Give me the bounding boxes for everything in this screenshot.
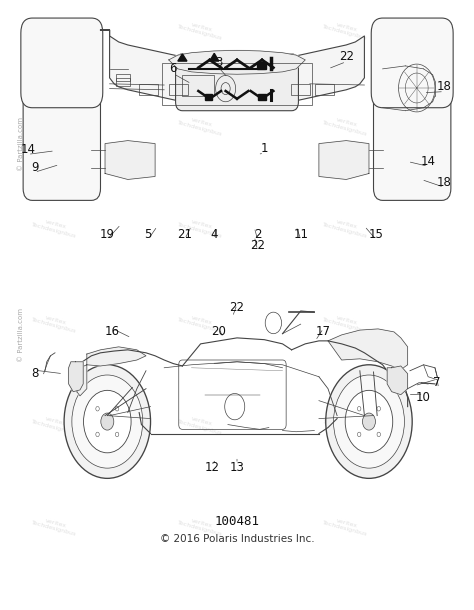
Text: 21: 21	[177, 228, 192, 241]
Text: veritex
Techdesignbus: veritex Techdesignbus	[177, 515, 224, 537]
Text: 15: 15	[368, 228, 383, 241]
Text: veritex
Techdesignbus: veritex Techdesignbus	[177, 19, 224, 41]
Circle shape	[363, 413, 375, 430]
Text: veritex
Techdesignbus: veritex Techdesignbus	[322, 115, 370, 137]
Bar	[258, 94, 266, 100]
Text: 9: 9	[31, 161, 38, 174]
FancyBboxPatch shape	[371, 18, 453, 108]
Bar	[205, 94, 212, 100]
Circle shape	[72, 375, 143, 468]
Text: 2: 2	[254, 228, 261, 241]
Circle shape	[96, 406, 99, 411]
Text: 13: 13	[229, 461, 245, 474]
Text: veritex
Techdesignbus: veritex Techdesignbus	[31, 312, 79, 334]
Polygon shape	[100, 30, 365, 106]
Text: 7: 7	[433, 376, 441, 389]
Text: 4: 4	[210, 228, 218, 241]
Circle shape	[96, 432, 99, 437]
Circle shape	[64, 365, 151, 478]
Text: 10: 10	[416, 391, 431, 404]
Text: 8: 8	[31, 367, 38, 380]
Text: 18: 18	[437, 81, 451, 93]
Polygon shape	[319, 141, 369, 179]
Circle shape	[101, 413, 114, 430]
Text: 1: 1	[261, 142, 268, 155]
Circle shape	[357, 432, 361, 437]
FancyBboxPatch shape	[374, 81, 451, 201]
Text: © Partzilla.com: © Partzilla.com	[18, 117, 24, 171]
Text: 22: 22	[229, 301, 245, 315]
Text: veritex
Techdesignbus: veritex Techdesignbus	[31, 115, 79, 137]
Circle shape	[334, 375, 404, 468]
Text: © Partzilla.com: © Partzilla.com	[18, 308, 24, 362]
Polygon shape	[178, 54, 187, 61]
Text: veritex
Techdesignbus: veritex Techdesignbus	[31, 414, 79, 436]
Text: 22: 22	[250, 239, 265, 252]
Polygon shape	[210, 53, 219, 61]
Polygon shape	[328, 329, 408, 370]
Text: 12: 12	[204, 461, 219, 474]
Text: veritex
Techdesignbus: veritex Techdesignbus	[177, 216, 224, 239]
Circle shape	[115, 432, 119, 437]
Bar	[169, 84, 188, 95]
Text: 16: 16	[104, 325, 119, 339]
Text: 22: 22	[339, 51, 354, 63]
Circle shape	[377, 432, 381, 437]
Bar	[117, 74, 130, 81]
Text: © 2016 Polaris Industries Inc.: © 2016 Polaris Industries Inc.	[160, 534, 314, 544]
Polygon shape	[387, 366, 408, 395]
Text: veritex
Techdesignbus: veritex Techdesignbus	[31, 515, 79, 537]
Circle shape	[345, 390, 393, 453]
Circle shape	[377, 406, 381, 411]
Bar	[139, 84, 158, 95]
Text: 6: 6	[170, 62, 177, 76]
Polygon shape	[169, 51, 305, 74]
Text: veritex
Techdesignbus: veritex Techdesignbus	[177, 414, 224, 436]
Polygon shape	[69, 362, 83, 392]
Polygon shape	[77, 347, 146, 396]
Text: 17: 17	[316, 325, 331, 339]
Text: 18: 18	[437, 176, 451, 189]
Text: veritex
Techdesignbus: veritex Techdesignbus	[322, 19, 370, 41]
Text: 14: 14	[20, 143, 35, 156]
Bar	[291, 84, 310, 95]
Circle shape	[83, 390, 131, 453]
Bar	[315, 84, 334, 95]
Bar	[257, 62, 265, 69]
Polygon shape	[105, 141, 155, 179]
Text: 100481: 100481	[215, 515, 259, 528]
Text: veritex
Techdesignbus: veritex Techdesignbus	[177, 115, 224, 137]
Text: veritex
Techdesignbus: veritex Techdesignbus	[31, 216, 79, 239]
FancyBboxPatch shape	[23, 81, 100, 201]
Text: veritex
Techdesignbus: veritex Techdesignbus	[177, 312, 224, 334]
Text: veritex
Techdesignbus: veritex Techdesignbus	[322, 515, 370, 537]
Text: 5: 5	[145, 228, 152, 241]
Text: 14: 14	[420, 155, 436, 168]
Circle shape	[357, 406, 361, 411]
Text: 19: 19	[100, 228, 115, 241]
FancyBboxPatch shape	[175, 54, 299, 111]
Text: veritex
Techdesignbus: veritex Techdesignbus	[322, 216, 370, 239]
Text: 11: 11	[293, 228, 308, 241]
Text: veritex
Techdesignbus: veritex Techdesignbus	[31, 19, 79, 41]
Circle shape	[326, 365, 412, 478]
Bar	[117, 79, 130, 85]
Text: 3: 3	[215, 56, 222, 70]
FancyBboxPatch shape	[21, 18, 103, 108]
Text: 20: 20	[211, 325, 226, 339]
Circle shape	[115, 406, 119, 411]
Text: veritex
Techdesignbus: veritex Techdesignbus	[322, 312, 370, 334]
Text: veritex
Techdesignbus: veritex Techdesignbus	[322, 414, 370, 436]
